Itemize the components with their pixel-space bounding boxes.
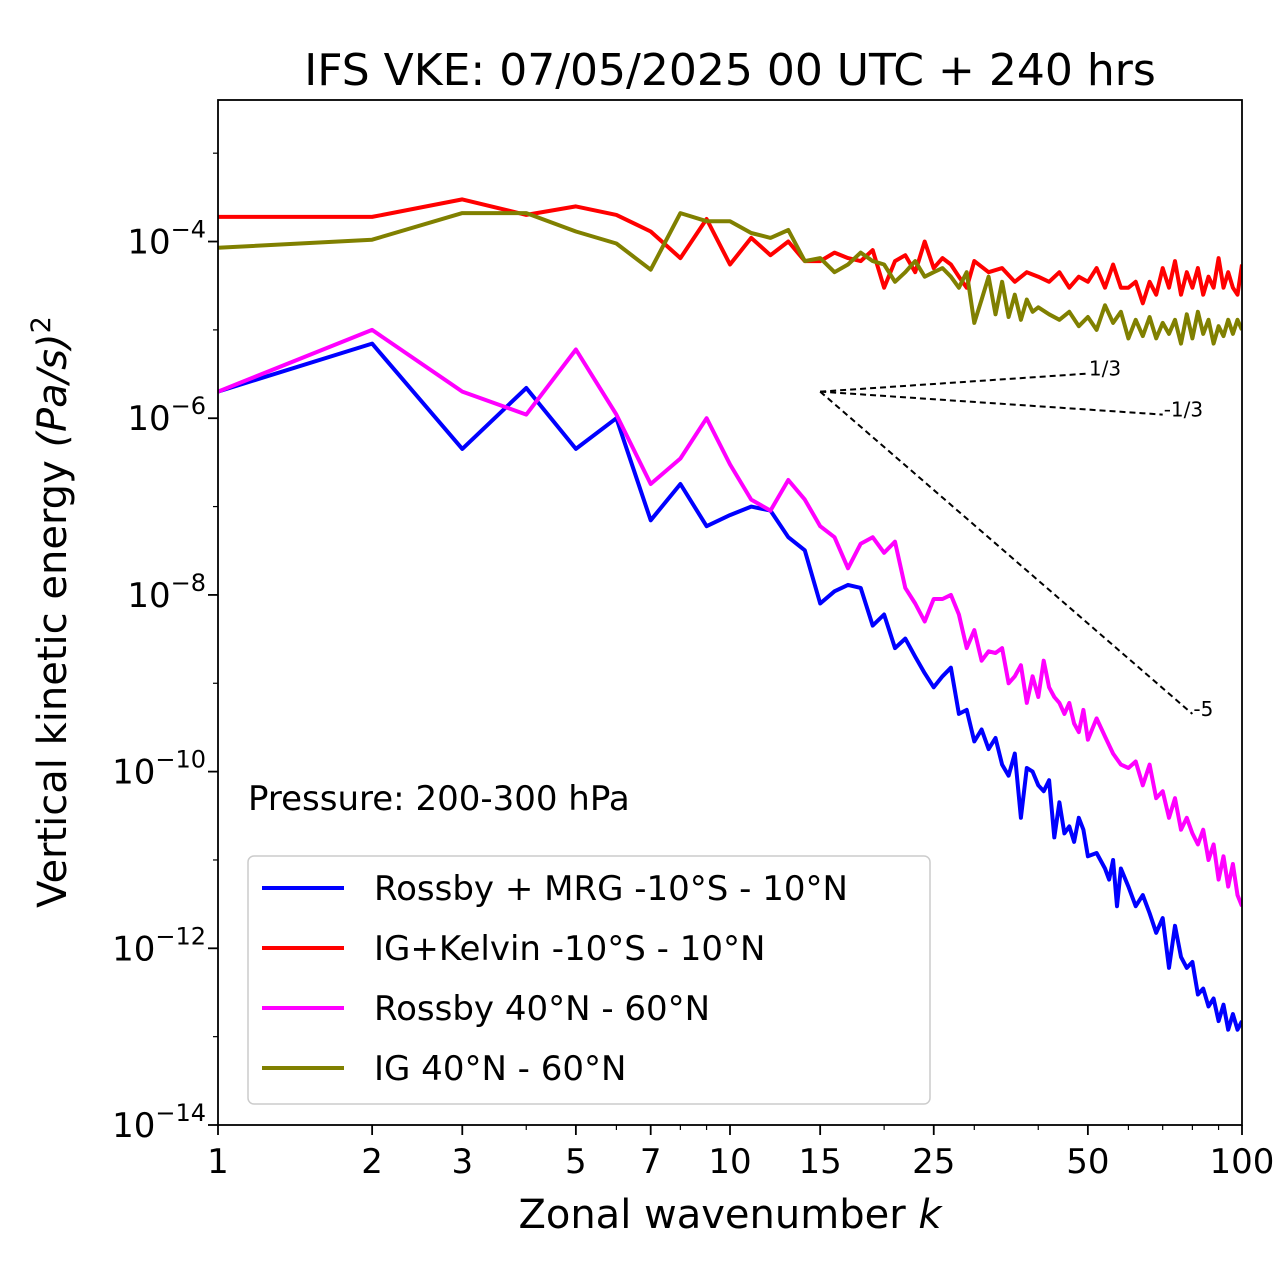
x-tick-label: 1 [207,1142,229,1182]
slope-label-1: -1/3 [1164,398,1203,422]
y-axis-ticks: 10−4 10−6 10−8 10−10 10−12 10−14 [112,152,218,1146]
legend-label-1: IG+Kelvin -10°S - 10°N [374,929,765,969]
y-axis-label: Vertical kinetic energy (Pa/s)2 [26,316,76,908]
slope-line-2 [819,390,1194,715]
slope-line-0 [820,372,1088,393]
slope-label-2: -5 [1193,697,1213,721]
legend-label-0: Rossby + MRG -10°S - 10°N [374,869,848,909]
x-tick-label: 50 [1066,1142,1109,1182]
legend-box [247,855,931,1105]
x-tick-label: 5 [565,1142,587,1182]
legend: Rossby + MRG -10°S - 10°N IG+Kelvin -10°S… [247,855,931,1105]
y-tick-label: 10−12 [112,922,206,969]
x-axis-ticks: 1 2 3 5 7 10 15 25 50 100 [207,1125,1274,1182]
x-tick-label: 15 [799,1142,842,1182]
slope-line-1 [820,390,1163,416]
x-tick-label: 25 [912,1142,955,1182]
series-line-1 [218,197,1242,306]
x-tick-label: 10 [708,1142,751,1182]
pressure-annotation: Pressure: 200-300 hPa [248,779,630,819]
x-tick-label: 2 [361,1142,383,1182]
y-tick-label: 10−10 [112,746,206,793]
chart-title: IFS VKE: 07/05/2025 00 UTC + 240 hrs [304,45,1156,96]
x-tick-label: 100 [1210,1142,1275,1182]
legend-label-2: Rossby 40°N - 60°N [374,989,710,1029]
x-tick-label: 7 [640,1142,662,1182]
slope-label-0: 1/3 [1089,357,1121,381]
y-tick-label: 10−8 [127,569,206,616]
y-tick-label: 10−6 [127,392,206,439]
reference-slope-lines: 1/3 -1/3 -5 [819,357,1213,721]
series-line-2 [218,327,1242,907]
y-tick-label: 10−4 [127,216,206,263]
series-line-3 [218,211,1242,346]
x-axis-label: Zonal wavenumber k [518,1192,943,1238]
series-line-0 [218,341,1242,1032]
legend-label-3: IG 40°N - 60°N [374,1049,626,1089]
series-layer [218,197,1242,1032]
y-tick-label: 10−14 [112,1099,206,1146]
x-tick-label: 3 [451,1142,473,1182]
legend-items: Rossby + MRG -10°S - 10°N IG+Kelvin -10°S… [262,869,848,1089]
